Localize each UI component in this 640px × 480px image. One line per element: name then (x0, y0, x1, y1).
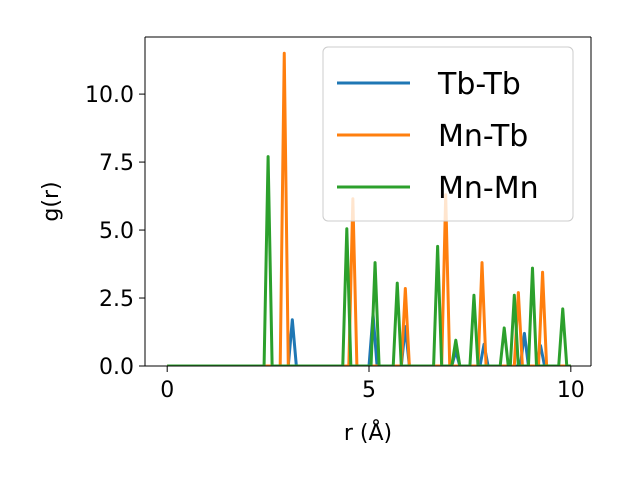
y-tick-label: 0.0 (99, 355, 134, 380)
x-tick-label: 0 (160, 378, 174, 403)
y-tick-label: 10.0 (85, 83, 134, 108)
legend-box (322, 46, 574, 222)
x-axis-label: r (Å) (344, 419, 392, 446)
legend-label: Tb-Tb (437, 67, 521, 102)
axes: 0 5 10 0.0 2.5 5.0 7.5 10.0 r (Å) g(r) (39, 36, 592, 446)
legend-label: Mn-Tb (438, 119, 528, 154)
y-tick-label: 7.5 (99, 151, 134, 176)
x-tick-label: 5 (362, 378, 376, 403)
legend: Tb-Tb Mn-Tb Mn-Mn (322, 46, 574, 222)
legend-label: Mn-Mn (438, 171, 539, 206)
series-line-mn-mn (167, 155, 571, 366)
y-tick-label: 2.5 (99, 287, 134, 312)
series-line-tb-tb (167, 312, 571, 366)
y-axis-label: g(r) (39, 181, 64, 221)
x-tick-label: 10 (557, 378, 585, 403)
y-tick-label: 5.0 (99, 219, 134, 244)
